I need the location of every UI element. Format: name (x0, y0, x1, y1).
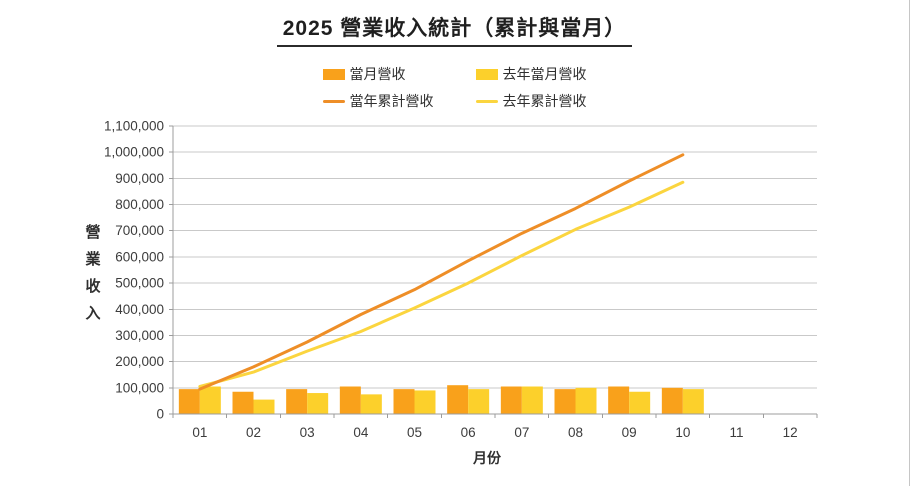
chart-title-wrap: 2025 營業收入統計（累計與當月） (0, 12, 909, 47)
x-axis-title: 月份 (472, 450, 502, 466)
y-tick-label: 900,000 (115, 171, 164, 186)
bar-當月營收-10 (661, 387, 683, 414)
y-axis-title: 營業收入 (85, 224, 101, 322)
y-tick-label: 200,000 (115, 354, 164, 369)
y-tick-label: 800,000 (115, 197, 164, 212)
x-tick-label: 04 (353, 425, 369, 440)
y-tick-label: 500,000 (115, 276, 164, 291)
legend-item-current-cumulative: 當年累計營收 (322, 91, 434, 111)
bar-當月營收-08 (554, 389, 576, 414)
x-tick-label: 11 (729, 425, 743, 440)
x-tick-label: 01 (192, 425, 207, 440)
legend-item-current-month: 當月營收 (322, 64, 434, 84)
legend-label: 去年累計營收 (502, 93, 587, 109)
bar-去年當月營收-08 (575, 387, 597, 414)
y-tick-label: 400,000 (115, 302, 164, 317)
bar-當月營收-07 (500, 386, 522, 414)
bar-當月營收-06 (447, 385, 469, 414)
x-tick-label: 10 (675, 425, 690, 440)
x-tick-label: 02 (246, 425, 261, 440)
line-當年累計營收 (198, 153, 685, 391)
bar-去年當月營收-02 (253, 399, 275, 414)
bar-swatch-orange (322, 68, 345, 80)
line-swatch-orange (322, 99, 345, 103)
legend: 當月營收 去年當月營收 當年累計營收 去年累計營收 (322, 64, 587, 111)
legend-item-lastyear-month: 去年當月營收 (475, 64, 587, 84)
chart-title: 2025 營業收入統計（累計與當月） (276, 12, 633, 47)
bar-當月營收-09 (608, 386, 630, 414)
bar-當月營收-01 (178, 389, 200, 414)
line-去年累計營收 (198, 180, 685, 389)
bar-當月營收-04 (339, 386, 361, 414)
x-tick-label: 05 (407, 425, 422, 440)
bar-去年當月營收-07 (521, 386, 543, 414)
y-tick-label: 0 (156, 407, 164, 422)
bar-當月營收-02 (232, 391, 254, 414)
bar-當月營收-03 (286, 389, 308, 414)
y-tick-label: 100,000 (115, 380, 164, 395)
legend-label: 當月營收 (349, 66, 406, 82)
bar-去年當月營收-01 (199, 386, 221, 414)
x-tick-label: 08 (568, 425, 583, 440)
bar-當月營收-05 (393, 389, 415, 414)
bar-去年當月營收-06 (468, 389, 490, 414)
legend-item-lastyear-cumulative: 去年累計營收 (475, 91, 587, 111)
y-tick-label: 1,100,000 (104, 119, 164, 134)
bar-去年當月營收-09 (629, 391, 651, 414)
x-tick-label: 06 (461, 425, 476, 440)
legend-label: 當年累計營收 (349, 93, 434, 109)
x-tick-label: 07 (514, 425, 529, 440)
bar-去年當月營收-04 (360, 394, 382, 414)
y-tick-label: 1,000,000 (104, 145, 164, 160)
bar-swatch-yellow (475, 68, 498, 80)
x-tick-label: 09 (622, 425, 637, 440)
y-tick-label: 700,000 (115, 223, 164, 238)
y-tick-label: 600,000 (115, 249, 164, 264)
legend-label: 去年當月營收 (502, 66, 587, 82)
y-tick-label: 300,000 (115, 328, 164, 343)
x-tick-label: 03 (300, 425, 315, 440)
bar-去年當月營收-10 (682, 389, 704, 414)
line-swatch-yellow (475, 99, 498, 103)
bar-去年當月營收-03 (307, 393, 329, 414)
bar-去年當月營收-05 (414, 390, 436, 414)
x-tick-label: 12 (783, 425, 798, 440)
